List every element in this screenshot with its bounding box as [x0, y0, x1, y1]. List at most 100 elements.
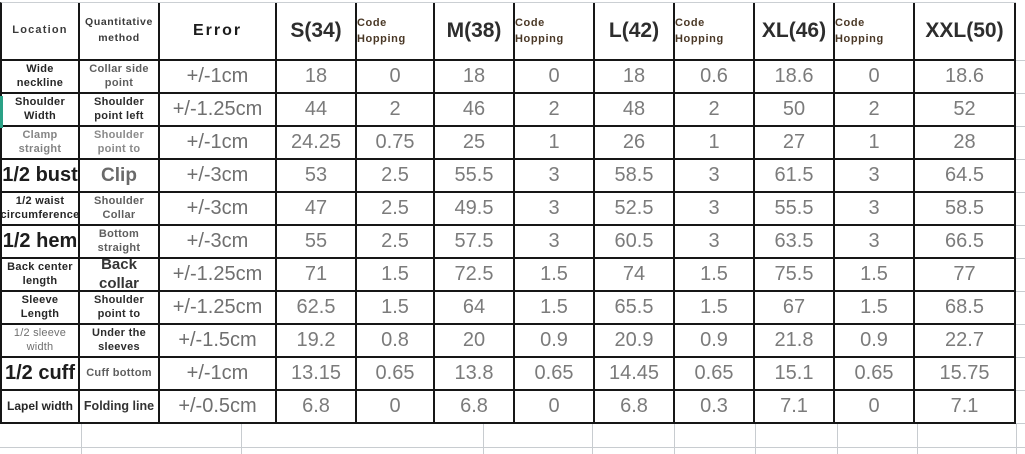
- value-cell: 22.7: [915, 325, 1016, 356]
- gridline: [1016, 192, 1025, 193]
- value-cell: 13.15: [277, 358, 357, 389]
- value-cell: 63.5: [755, 226, 835, 257]
- header-code-hopping-label: Code Hopping: [357, 16, 406, 46]
- value-cell: 44: [277, 94, 357, 125]
- value-cell: 3: [515, 226, 595, 257]
- value-cell: 7.1: [915, 391, 1016, 422]
- value-cell: 2.5: [357, 193, 435, 224]
- value-cell: 24.25: [277, 127, 357, 158]
- value-cell: 26: [595, 127, 675, 158]
- value-cell: 1: [835, 127, 915, 158]
- location-cell: Clamp straight: [2, 127, 80, 158]
- value-cell: 49.5: [435, 193, 515, 224]
- header-code-hopping-1: Code Hopping: [357, 3, 435, 59]
- value-cell: 1.5: [675, 259, 755, 290]
- error-cell: +/-1cm: [160, 127, 277, 158]
- table-row: Wide neckline Collar side point +/-1cm 18 0 1…: [2, 61, 1016, 94]
- value-cell: 3: [835, 160, 915, 191]
- gridline: [1016, 93, 1025, 94]
- method-cell: Under the sleeves: [80, 325, 160, 356]
- method-cell: Collar side point: [80, 61, 160, 92]
- value-cell: 46: [435, 94, 515, 125]
- gridline: [674, 448, 675, 454]
- gridline: [1016, 357, 1025, 358]
- value-cell: 3: [675, 193, 755, 224]
- value-cell: 0.9: [515, 325, 595, 356]
- gridline: [837, 424, 838, 447]
- table-row: 1/2 sleeve width Under the sleeves +/-1.5c…: [2, 325, 1016, 358]
- value-cell: 1: [515, 127, 595, 158]
- table-header-row: Location Quantitative method Error S(34)…: [2, 3, 1016, 61]
- location-cell: Lapel width: [2, 391, 80, 422]
- value-cell: 18: [595, 61, 675, 92]
- value-cell: 0.6: [675, 61, 755, 92]
- gridline: [1016, 291, 1025, 292]
- gridline: [1016, 159, 1025, 160]
- value-cell: 66.5: [915, 226, 1016, 257]
- value-cell: 0: [515, 61, 595, 92]
- method-cell: Back collar: [80, 259, 160, 290]
- value-cell: 55.5: [755, 193, 835, 224]
- value-cell: 0.65: [835, 358, 915, 389]
- error-cell: +/-3cm: [160, 160, 277, 191]
- table-row: Back center length Back collar +/-1.25cm 71…: [2, 259, 1016, 292]
- gridline: [674, 424, 675, 447]
- value-cell: 0.65: [675, 358, 755, 389]
- table-row: Shoulder Width Shoulder point left +/-1.25…: [2, 94, 1016, 127]
- gridline: [241, 424, 242, 447]
- value-cell: 77: [915, 259, 1016, 290]
- gridline: [0, 447, 1025, 448]
- method-cell: Folding line: [80, 391, 160, 422]
- value-cell: 61.5: [755, 160, 835, 191]
- value-cell: 27: [755, 127, 835, 158]
- value-cell: 6.8: [595, 391, 675, 422]
- error-cell: +/-1.5cm: [160, 325, 277, 356]
- gridline: [1016, 324, 1025, 325]
- value-cell: 52: [915, 94, 1016, 125]
- value-cell: 2: [515, 94, 595, 125]
- value-cell: 52.5: [595, 193, 675, 224]
- value-cell: 0: [835, 391, 915, 422]
- value-cell: 20.9: [595, 325, 675, 356]
- value-cell: 0.65: [515, 358, 595, 389]
- location-cell: Back center length: [2, 259, 80, 290]
- header-error: Error: [160, 3, 277, 59]
- value-cell: 15.75: [915, 358, 1016, 389]
- value-cell: 0.75: [357, 127, 435, 158]
- value-cell: 18.6: [915, 61, 1016, 92]
- error-cell: +/-3cm: [160, 226, 277, 257]
- table-row: Sleeve Length Shoulder point to +/-1.25cm 6…: [2, 292, 1016, 325]
- header-size-l: L(42): [595, 3, 675, 59]
- table-row: 1/2 hem Bottom straight +/-3cm 55 2.5 57.5 3 60…: [2, 226, 1016, 259]
- gridline: [81, 424, 82, 447]
- value-cell: 0.3: [675, 391, 755, 422]
- gridline: [241, 448, 242, 454]
- error-cell: +/-1cm: [160, 358, 277, 389]
- header-code-hopping-2: Code Hopping: [515, 3, 595, 59]
- value-cell: 0.8: [357, 325, 435, 356]
- value-cell: 2: [675, 94, 755, 125]
- value-cell: 3: [515, 160, 595, 191]
- location-cell: 1/2 waist circumference: [2, 193, 80, 224]
- error-cell: +/-1.25cm: [160, 292, 277, 323]
- gridline: [917, 448, 918, 454]
- method-cell: Shoulder Collar: [80, 193, 160, 224]
- gridline: [837, 448, 838, 454]
- value-cell: 74: [595, 259, 675, 290]
- location-cell: Shoulder Width: [2, 94, 80, 125]
- header-code-hopping-label: Code Hopping: [835, 16, 884, 46]
- gridline: [1016, 390, 1025, 391]
- value-cell: 72.5: [435, 259, 515, 290]
- gridline: [81, 448, 82, 454]
- value-cell: 3: [835, 193, 915, 224]
- gridline: [592, 424, 593, 447]
- gridline: [755, 448, 756, 454]
- method-cell: Shoulder point to: [80, 292, 160, 323]
- error-cell: +/-1cm: [160, 61, 277, 92]
- value-cell: 18: [435, 61, 515, 92]
- value-cell: 2.5: [357, 160, 435, 191]
- value-cell: 48: [595, 94, 675, 125]
- value-cell: 0: [357, 391, 435, 422]
- gridline: [1016, 424, 1017, 447]
- gridline: [1016, 225, 1025, 226]
